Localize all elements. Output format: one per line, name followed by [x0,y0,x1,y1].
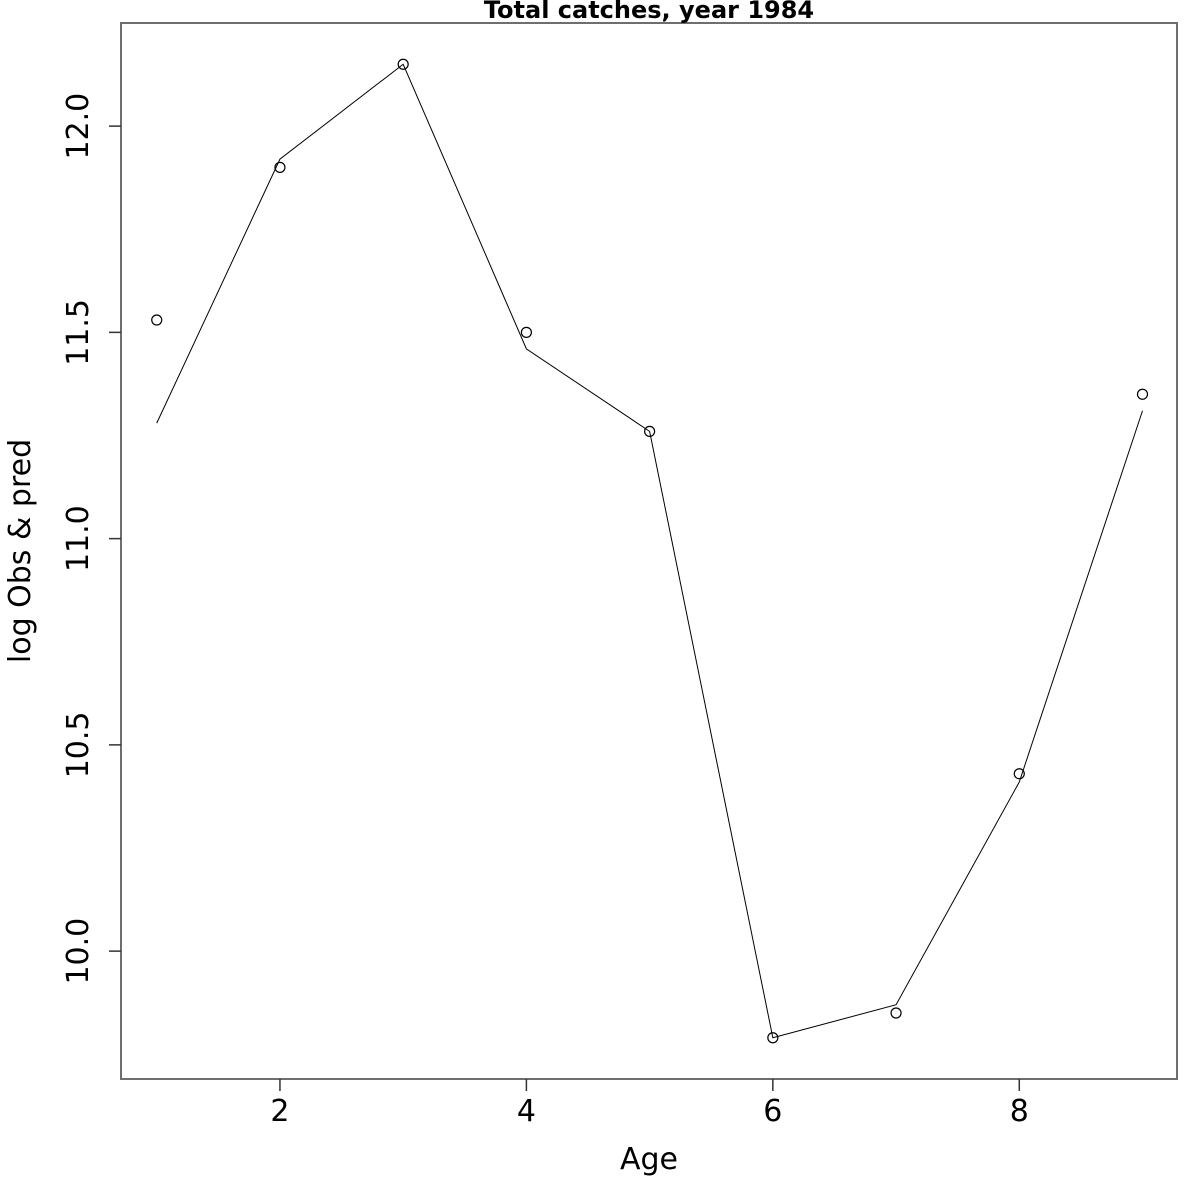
observed-point [767,1032,779,1044]
plot-dynamic-layer: 2 4 6 8 10.0 10.5 11.0 11.5 12.0 [61,22,1178,1129]
observed-point [151,314,163,326]
observed-point [1136,388,1149,400]
observed-point [890,1007,902,1019]
y-tick-label: 11.5 [61,299,96,366]
y-tick-label: 12.0 [61,93,96,160]
x-tick-label: 4 [517,1094,536,1129]
y-tick-label: 10.5 [61,711,96,778]
x-tick-label: 8 [1010,1094,1029,1129]
y-axis-label: log Obs & pred [3,439,38,663]
y-tick-label: 10.0 [61,918,96,985]
observed-point [397,58,409,70]
observed-point [274,161,286,173]
observed-point [644,425,656,437]
x-tick-label: 6 [763,1094,782,1129]
prediction-line [156,63,1143,1039]
observed-point [1013,768,1025,780]
x-axis-label: Age [620,1142,678,1177]
x-tick-label: 2 [270,1094,289,1129]
chart-title: Total catches, year 1984 [484,0,814,24]
plot-box [120,22,1178,1080]
observed-point [520,326,532,338]
y-tick-label: 11.0 [61,505,96,572]
